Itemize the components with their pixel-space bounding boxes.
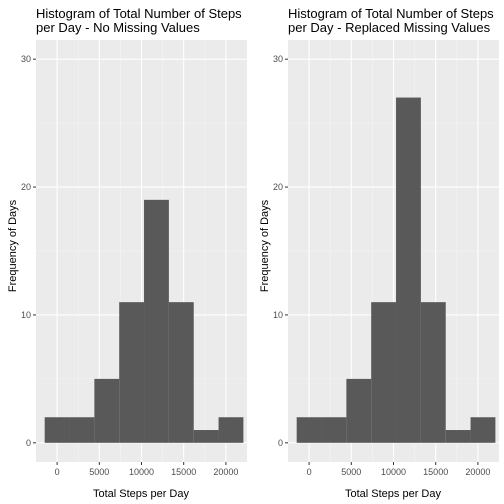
chart-2-plot: 0 5000 10000 15000 20000 0 10 20 30	[273, 40, 499, 477]
chart-2-y-tick-label: 10	[273, 310, 283, 320]
chart-2-bar-1	[297, 417, 322, 443]
chart-1-plot: 0 5000 10000 15000 20000 0 10 20 30	[21, 40, 247, 477]
chart-1-x-tick-label: 20000	[213, 467, 238, 477]
chart-1-bar-2	[70, 417, 95, 443]
chart-2-bar-8	[471, 417, 496, 443]
chart-1-x-tick-label: 10000	[129, 467, 154, 477]
chart-2-x-tick-label: 20000	[465, 467, 490, 477]
chart-1-y-tick-label: 10	[21, 310, 31, 320]
chart-2-x-tick-label: 5000	[341, 467, 361, 477]
chart-1-bar-6	[169, 302, 194, 443]
chart-1-x-tick-label: 0	[55, 467, 60, 477]
chart-1-bar-1	[45, 417, 70, 443]
chart-2-bar-7	[446, 430, 471, 443]
chart-1-xlabel: Total Steps per Day	[93, 488, 189, 500]
chart-2-y-tick-label: 0	[278, 438, 283, 448]
chart-1-y-tick-label: 0	[26, 438, 31, 448]
chart-1-title-line1: Histogram of Total Number of Steps	[36, 6, 242, 21]
chart-1-bar-5	[144, 200, 169, 443]
chart-2-x-tick-label: 0	[307, 467, 312, 477]
chart-1-bar-3	[94, 379, 119, 443]
chart-1-ylabel: Frequency of Days	[7, 199, 19, 292]
chart-1-y-tick-label: 20	[21, 182, 31, 192]
chart-1-bar-8	[219, 417, 244, 443]
chart-2-ylabel: Frequency of Days	[259, 199, 271, 292]
chart-2-bar-3	[346, 379, 371, 443]
chart-1-x-tick-label: 5000	[89, 467, 109, 477]
chart-2-x-tick-label: 10000	[381, 467, 406, 477]
chart-2-bar-6	[421, 302, 446, 443]
chart-2-bar-5	[396, 98, 421, 443]
chart-1-title-line2: per Day - No Missing Values	[36, 20, 200, 35]
chart-2-title-line2: per Day - Replaced Missing Values	[288, 20, 491, 35]
chart-2-y-tick-label: 20	[273, 182, 283, 192]
chart-1-x-tick-label: 15000	[171, 467, 196, 477]
chart-2-xlabel: Total Steps per Day	[345, 488, 441, 500]
chart-1-bar-7	[194, 430, 219, 443]
chart-2-bar-4	[371, 302, 396, 443]
chart-2-bar-2	[322, 417, 347, 443]
chart-2-title-line1: Histogram of Total Number of Steps	[288, 6, 494, 21]
chart-1-y-tick-label: 30	[21, 54, 31, 64]
chart-1-bar-4	[119, 302, 144, 443]
chart-2-y-tick-label: 30	[273, 54, 283, 64]
chart-2-x-tick-label: 15000	[423, 467, 448, 477]
